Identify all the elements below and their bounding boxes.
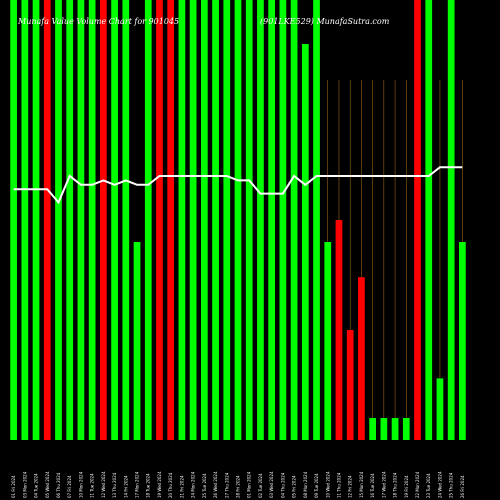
volume-bar: [335, 220, 343, 440]
x-tick-label: 10 Wed 2024: [325, 471, 330, 498]
x-tick-label: 12 Fri 2024: [348, 475, 353, 498]
x-tick-labels: 01 Fri 2024 03 Mon 2024 04 Tue 2024 05 Wed …: [11, 471, 465, 498]
volume-bar: [346, 330, 354, 440]
x-tick-label: 10 Mon 2024: [78, 471, 83, 498]
x-tick-label: 16 Tue 2024: [370, 473, 375, 498]
x-tick-label: 15 Mon 2024: [359, 471, 364, 498]
volume-bar: [156, 0, 163, 440]
chart-title: Munafa Value Volume Chart for 901045: [17, 17, 179, 26]
average-volume-line: [13, 166, 463, 205]
volume-bar: [380, 418, 388, 440]
x-tick-label: 12 Wed 2024: [101, 471, 106, 498]
bars-layer: [10, 0, 466, 440]
volume-bar: [234, 0, 242, 440]
x-tick-label: 04 Thu 2024: [280, 472, 285, 498]
x-tick-label: 27 Thu 2024: [224, 472, 229, 498]
volume-bar: [447, 0, 455, 440]
volume-bar: [324, 242, 332, 440]
volume-bar: [133, 242, 141, 440]
volume-bar: [111, 0, 118, 440]
volume-bar: [32, 0, 40, 440]
volume-bar: [257, 0, 264, 440]
x-tick-label: 18 Tue 2024: [146, 473, 151, 498]
volume-bar: [167, 0, 175, 440]
volume-bar: [436, 378, 444, 440]
volume-bar: [245, 0, 253, 440]
volume-bar: [10, 0, 17, 440]
volume-bar: [55, 0, 62, 440]
volume-bar: [100, 0, 107, 440]
x-tick-label: 28 Fri 2024: [236, 475, 241, 498]
volume-bar: [212, 0, 219, 440]
x-tick-label: 03 Mon 2024: [22, 471, 27, 498]
x-tick-label: 09 Tue 2024: [314, 473, 319, 498]
x-tick-label: 08 Mon 2024: [303, 471, 308, 498]
x-tick-label: 24 Wed 2024: [437, 471, 442, 498]
x-tick-label: 02 Tue 2024: [258, 473, 263, 498]
x-tick-label: 21 Fri 2024: [179, 475, 184, 498]
volume-bar: [43, 0, 51, 440]
x-tick-label: 23 Tue 2024: [426, 473, 431, 498]
x-tick-label: 11 Thu 2024: [336, 472, 341, 498]
volume-bar: [358, 277, 365, 440]
x-tick-label: 05 Fri 2024: [292, 475, 297, 498]
volume-bar: [144, 0, 152, 440]
volume-bar: [279, 0, 287, 440]
x-tick-label: 26 Fri 2024: [460, 475, 465, 498]
x-tick-label: 19 Wed 2024: [157, 471, 162, 498]
x-tick-label: 17 Wed 2024: [381, 471, 386, 498]
x-tick-label: 22 Mon 2024: [415, 471, 420, 498]
x-tick-label: 17 Mon 2024: [135, 471, 140, 498]
volume-bar: [459, 242, 466, 440]
volume-bar: [391, 418, 399, 440]
x-tick-label: 14 Fri 2024: [123, 475, 128, 498]
line-layer: [13, 166, 463, 205]
x-tick-label: 01 Mon 2024: [247, 471, 252, 498]
x-tick-label: 20 Thu 2024: [168, 472, 173, 498]
volume-bar: [88, 0, 96, 440]
volume-bar: [402, 418, 410, 440]
volume-bar: [77, 0, 85, 440]
x-tick-label: 13 Thu 2024: [112, 472, 117, 498]
volume-bar: [66, 0, 74, 440]
x-tick-label: 19 Fri 2024: [404, 475, 409, 498]
x-tick-label: 25 Tue 2024: [202, 473, 207, 498]
volume-bar: [189, 0, 197, 440]
x-tick-label: 18 Thu 2024: [393, 472, 398, 498]
x-tick-label: 11 Tue 2024: [90, 473, 95, 498]
x-tick-label: 05 Wed 2024: [45, 471, 50, 498]
volume-bar: [414, 0, 421, 440]
volume-bar: [290, 0, 298, 440]
volume-bar: [425, 0, 433, 440]
x-tick-label: 03 Wed 2024: [269, 471, 274, 498]
volume-bar: [369, 418, 376, 440]
x-tick-label: 25 Thu 2024: [449, 472, 454, 498]
volume-bar: [21, 0, 29, 440]
volume-bar: [122, 0, 130, 440]
volume-bar: [268, 0, 276, 440]
chart-symbol-note: (901LKE529) MunafaSutra.com: [260, 17, 390, 26]
volume-bar: [200, 0, 208, 440]
volume-bar: [178, 0, 186, 440]
x-tick-label: 01 Fri 2024: [11, 475, 16, 498]
volume-bar: [301, 44, 309, 440]
x-tick-label: 06 Thu 2024: [56, 472, 61, 498]
volume-bar: [223, 0, 231, 440]
x-tick-label: 26 Wed 2024: [213, 471, 218, 498]
x-tick-label: 24 Mon 2024: [191, 471, 196, 498]
x-tick-label: 04 Tue 2024: [34, 473, 39, 498]
x-tick-label: 07 Fri 2024: [67, 475, 72, 498]
volume-bar: [313, 0, 320, 440]
